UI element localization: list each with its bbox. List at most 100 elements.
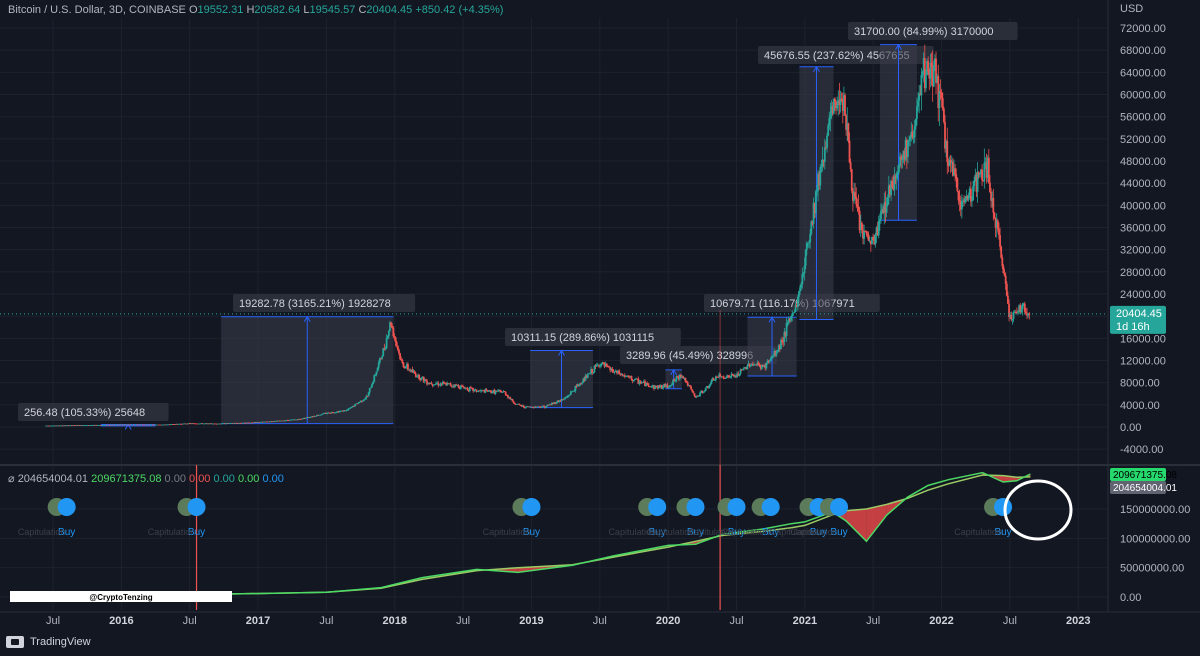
candle-body (363, 399, 366, 401)
candle-body (891, 180, 894, 187)
symbol-title: Bitcoin / U.S. Dollar, 3D, COINBASE (8, 4, 186, 16)
candle-body (408, 369, 410, 371)
candle-body (992, 197, 995, 213)
candle-body (963, 200, 966, 203)
candle-body (996, 220, 999, 230)
candle-body (809, 233, 812, 243)
candle-body (278, 420, 281, 422)
candle-body (751, 364, 754, 366)
candle-body (257, 422, 260, 423)
buy-marker (761, 498, 780, 516)
candle-body (512, 401, 515, 403)
high-label: H (246, 4, 255, 16)
ind-y-tick-label: 0.00 (1120, 592, 1141, 604)
candle-body (308, 417, 310, 419)
candle-body (713, 379, 716, 381)
tradingview-footer[interactable]: TradingView (6, 636, 91, 648)
candle-body (800, 284, 803, 288)
candle-body (395, 341, 398, 346)
candle-body (919, 93, 922, 96)
candle-body (300, 418, 303, 420)
candle-body (413, 371, 416, 374)
candle-body (747, 363, 750, 366)
candle-body (289, 419, 291, 421)
ind-value-market: 209671375.08 (1113, 470, 1177, 481)
candle-body (594, 365, 597, 367)
capitulation-label: Capitulation (608, 527, 656, 537)
candle-body (599, 365, 601, 367)
candle-body (823, 147, 826, 162)
y-tick-label: 0.00 (1120, 422, 1141, 434)
candle-body (168, 424, 171, 426)
y-tick-label: 68000.00 (1120, 45, 1166, 57)
candle-body (390, 322, 392, 327)
buy-marker (522, 498, 541, 516)
candle-body (737, 373, 740, 376)
indicator-value-5: 0.00 (213, 473, 235, 485)
candle-body (674, 380, 677, 382)
candle-body (968, 188, 971, 196)
candle-body (565, 397, 568, 399)
candle-body (748, 363, 751, 367)
candle-body (548, 404, 551, 406)
candle-body (572, 390, 575, 392)
candle-body (209, 423, 212, 425)
measure-label-bg (505, 328, 681, 346)
candle-body (182, 423, 185, 425)
candle-body (282, 420, 285, 422)
ind-y-tick-label: 50000000.00 (1120, 563, 1184, 575)
candle-body (951, 161, 954, 176)
candle-body (927, 61, 930, 72)
candle-body (386, 336, 389, 339)
candle-body (131, 424, 134, 426)
candle-body (784, 331, 787, 337)
candle-body (482, 390, 485, 392)
candle-body (818, 173, 821, 186)
candle-body (510, 398, 513, 400)
x-tick-label: 2016 (109, 615, 133, 627)
candle-body (283, 420, 286, 422)
candle-body (87, 425, 90, 426)
candle-body (632, 380, 635, 382)
candle-body (507, 395, 509, 398)
candle-body (936, 76, 939, 83)
candle-body (740, 369, 743, 371)
candle-body (99, 424, 101, 426)
candle-body (216, 423, 218, 425)
candle-body (355, 403, 358, 405)
y-axis-unit-label: USD (1120, 3, 1143, 15)
measure-arrowhead (895, 43, 902, 50)
candle-body (707, 385, 709, 388)
candle-body (175, 423, 178, 425)
candle-body (1012, 312, 1015, 320)
candle-body (114, 424, 117, 426)
candle-body (596, 364, 599, 366)
candle-body (369, 387, 372, 389)
candle-body (377, 362, 380, 368)
candle-body (117, 424, 119, 426)
candle-body (595, 364, 598, 367)
candle-body (435, 383, 437, 385)
candle-body (313, 415, 316, 417)
candle-body (1004, 275, 1007, 284)
candle-body (681, 376, 684, 378)
candle-body (198, 423, 200, 425)
candle-body (372, 381, 375, 385)
candle-body (169, 424, 172, 426)
measure-arrowhead (768, 316, 776, 323)
candle-body (467, 389, 470, 392)
candle-body (166, 424, 169, 426)
buy-label: Buy (58, 527, 75, 538)
candle-body (107, 424, 109, 426)
candle-body (483, 390, 486, 393)
candle-body (49, 425, 52, 427)
candle-body (322, 413, 325, 415)
candle-body (449, 383, 452, 386)
candle-body (682, 376, 685, 379)
candle-body (285, 420, 288, 421)
candle-body (554, 402, 557, 404)
candle-body (684, 377, 687, 382)
change-value: +850.42 (+4.35%) (415, 4, 504, 16)
indicator-value-1: 204654004.01 (17, 473, 89, 485)
